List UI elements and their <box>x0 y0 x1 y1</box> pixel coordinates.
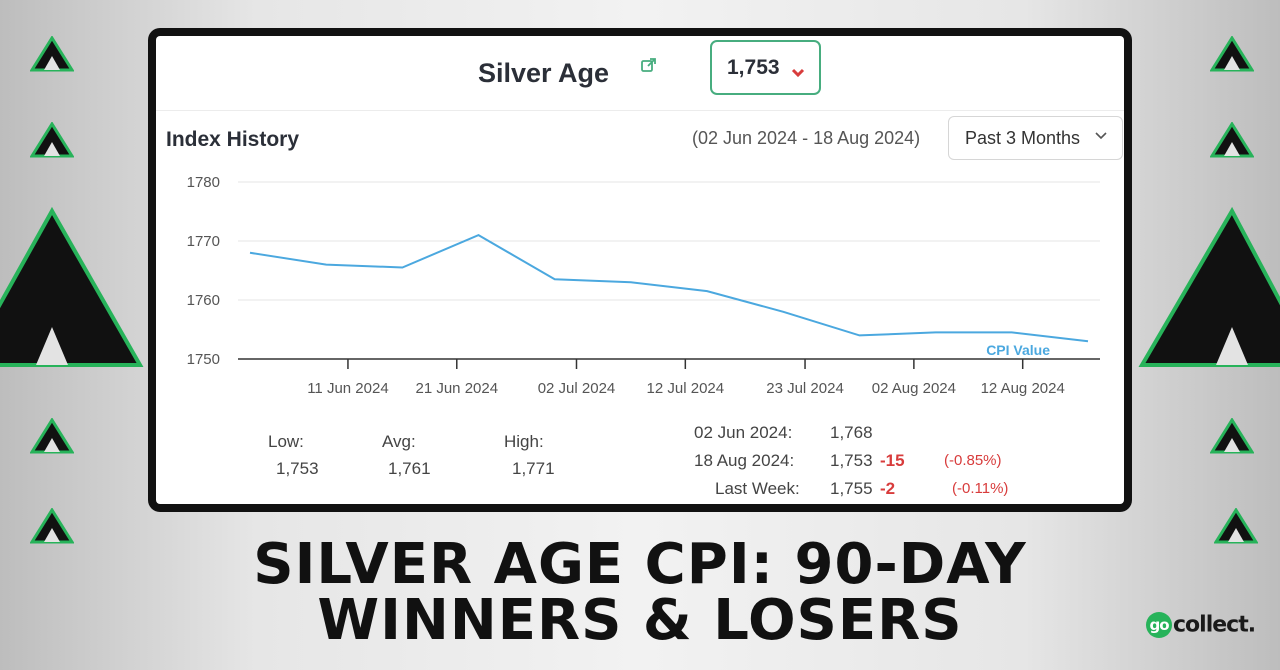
section-title: Index History <box>166 128 300 151</box>
cpi-screenshot-card: Silver Age 1,753 Index History (02 Jun 2… <box>148 28 1132 512</box>
low-label: Low: <box>268 432 304 451</box>
stat-row-value: 1,753 <box>830 451 873 470</box>
stat-row-value: 1,768 <box>830 423 873 442</box>
stat-row-label: 02 Jun 2024: <box>694 423 793 442</box>
triangle-marker-icon <box>30 36 74 72</box>
x-tick-label: 12 Jul 2024 <box>647 380 725 396</box>
x-tick-label: 02 Aug 2024 <box>872 380 956 396</box>
brand-logo: go collect. <box>1146 612 1256 638</box>
triangle-marker-icon <box>30 418 74 454</box>
y-tick-label: 1780 <box>187 174 220 191</box>
chevron-down-icon <box>791 68 805 78</box>
x-tick-label: 11 Jun 2024 <box>307 380 388 396</box>
index-value-badge: 1,753 <box>710 40 821 95</box>
x-tick-label: 12 Aug 2024 <box>981 380 1065 396</box>
index-history-chart: 1750 1760 1770 1780 11 Jun 2024 21 Jun 2024 0… <box>187 174 1100 396</box>
high-value: 1,771 <box>512 459 555 478</box>
series-line <box>249 233 1089 343</box>
x-tick-label: 21 Jun 2024 <box>415 380 498 396</box>
stat-row-label: 18 Aug 2024: <box>694 451 795 470</box>
external-link-icon[interactable] <box>640 56 658 74</box>
stat-row-value: 1,755 <box>830 479 873 498</box>
triangle-marker-icon <box>30 508 74 544</box>
headline-line-2: WINNERS & LOSERS <box>317 588 963 653</box>
stat-row-change: -2 <box>880 479 896 498</box>
triangle-marker-icon <box>0 206 144 367</box>
low-value: 1,753 <box>276 459 319 478</box>
headline-line-1: SILVER AGE CPI: 90-DAY <box>253 532 1027 597</box>
brand-mark: go <box>1146 612 1172 638</box>
range-select[interactable]: Past 3 Months <box>948 116 1123 160</box>
stat-row-change: -15 <box>880 451 905 470</box>
triangle-marker-icon <box>1210 122 1254 158</box>
index-value: 1,753 <box>727 56 780 79</box>
avg-label: Avg: <box>382 432 416 451</box>
page-title: Silver Age <box>478 58 610 88</box>
y-tick-label: 1760 <box>187 292 220 309</box>
stat-row-label: Last Week: <box>715 479 800 498</box>
brand-name: collect. <box>1173 612 1256 638</box>
title-row: Silver Age 1,753 <box>156 36 1124 111</box>
y-tick-label: 1770 <box>187 233 220 250</box>
stat-row-percent: (-0.11%) <box>952 480 1009 497</box>
range-select-value: Past 3 Months <box>965 128 1081 148</box>
x-tick-label: 23 Jul 2024 <box>766 380 844 396</box>
high-label: High: <box>504 432 544 451</box>
triangle-marker-icon <box>1214 508 1258 544</box>
triangle-marker-icon <box>1138 206 1280 367</box>
y-tick-label: 1750 <box>187 351 220 368</box>
cpi-panel: Silver Age 1,753 Index History (02 Jun 2… <box>156 36 1124 504</box>
avg-value: 1,761 <box>388 459 431 478</box>
x-tick-label: 02 Jul 2024 <box>538 380 616 396</box>
triangle-marker-icon <box>1210 36 1254 72</box>
stat-row-percent: (-0.85%) <box>944 452 1002 469</box>
chevron-down-icon <box>1095 132 1107 140</box>
date-range: (02 Jun 2024 - 18 Aug 2024) <box>692 128 921 148</box>
triangle-marker-icon <box>1210 418 1254 454</box>
series-label: CPI Value <box>986 342 1050 358</box>
triangle-marker-icon <box>30 122 74 158</box>
